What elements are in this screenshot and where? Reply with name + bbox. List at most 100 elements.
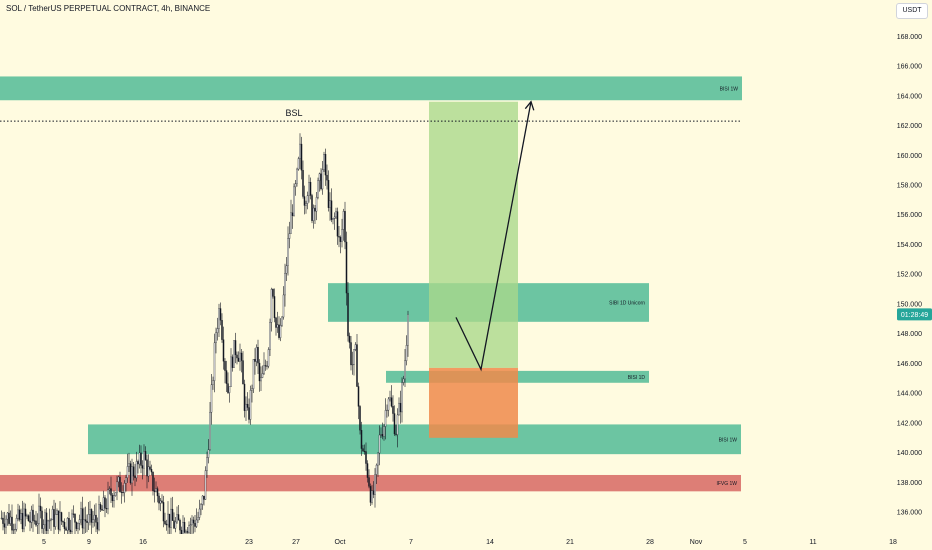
candle-body — [186, 531, 189, 533]
candle-body — [84, 519, 87, 522]
price-axis[interactable]: 136.000 138.000 140.000 142.000 144.000 146.0… — [896, 0, 932, 550]
candle-body — [60, 512, 63, 522]
candle — [273, 288, 276, 323]
candle-body — [32, 509, 34, 521]
candle — [260, 366, 262, 391]
candle — [59, 501, 61, 532]
candle-body — [12, 529, 15, 531]
candle — [165, 519, 168, 531]
candle-body — [377, 452, 379, 466]
candle — [135, 451, 138, 482]
candle-body — [279, 325, 282, 338]
candle-body — [254, 359, 256, 362]
candle-body — [59, 512, 61, 530]
candle — [278, 316, 280, 340]
candle — [144, 446, 147, 461]
candle-body — [212, 380, 214, 385]
stop-zone[interactable] — [429, 367, 518, 438]
candle — [24, 503, 27, 527]
candle — [387, 396, 390, 417]
candle-body — [174, 521, 177, 529]
candle — [353, 349, 355, 376]
x-tick-label: 9 — [87, 539, 91, 546]
candle-body — [324, 154, 327, 176]
candle-body — [290, 212, 292, 234]
candle — [39, 497, 42, 519]
target-zone[interactable] — [429, 101, 518, 368]
candle-body — [125, 477, 127, 484]
candle — [276, 311, 279, 333]
candle — [53, 499, 55, 537]
candle-body — [18, 509, 21, 520]
candle-body — [183, 521, 186, 533]
candle-body — [102, 497, 105, 511]
candle — [110, 476, 112, 503]
candle-body — [360, 430, 363, 449]
zone-1[interactable] — [0, 76, 742, 101]
x-tick-label: Nov — [690, 539, 703, 546]
zone-4[interactable] — [88, 424, 741, 455]
candle-body — [231, 356, 234, 368]
candle — [107, 481, 109, 515]
candle — [101, 505, 103, 511]
current-price-marker[interactable] — [897, 308, 932, 321]
candle — [111, 493, 114, 508]
candle-body — [255, 347, 258, 362]
candle-body — [398, 402, 400, 416]
candle — [366, 460, 369, 483]
candle — [254, 348, 256, 375]
candle-body — [111, 495, 114, 502]
candle-body — [53, 509, 55, 527]
candle-body — [74, 513, 76, 523]
candle-body — [14, 529, 16, 530]
zone-5[interactable] — [0, 474, 741, 492]
y-tick-label: 144.000 — [897, 391, 922, 398]
candle — [149, 460, 151, 471]
candle — [159, 497, 162, 512]
x-tick-label: 28 — [646, 539, 654, 546]
projection-path[interactable] — [455, 101, 532, 372]
candle — [404, 348, 406, 388]
candle — [242, 351, 244, 385]
candle — [320, 168, 322, 191]
candle-body — [17, 509, 19, 519]
candle — [173, 512, 175, 530]
candle — [29, 511, 31, 532]
candle-body — [332, 218, 334, 220]
candle — [302, 160, 304, 199]
candle-body — [213, 342, 216, 381]
candle — [374, 468, 376, 508]
candle — [32, 504, 34, 532]
candle-body — [204, 470, 207, 500]
candle — [56, 508, 58, 515]
candle-body — [405, 345, 408, 361]
candle-body — [300, 143, 303, 171]
candle — [0, 510, 3, 520]
candle — [9, 510, 12, 527]
candle — [35, 510, 37, 527]
candle-body — [119, 476, 121, 493]
candle-body — [312, 207, 315, 221]
candle — [50, 518, 52, 531]
candle-body — [179, 520, 181, 531]
candle-body — [288, 233, 291, 239]
candle-body — [345, 241, 348, 294]
candle — [281, 316, 283, 327]
time-axis[interactable]: 5 9 16 23 27 Oct 7 14 21 28 Nov 5 11 18 — [0, 534, 932, 550]
candle-body — [234, 340, 237, 356]
currency-badge[interactable]: USDT — [896, 3, 928, 19]
candle — [357, 382, 360, 420]
candle-body — [128, 463, 130, 467]
candle — [341, 218, 343, 248]
candle — [228, 386, 231, 403]
long-position-tool[interactable] — [429, 101, 518, 438]
candle-body — [21, 513, 24, 530]
candle-body — [260, 377, 262, 382]
candle — [392, 395, 394, 422]
candle — [393, 405, 396, 436]
candle — [152, 471, 154, 496]
candle — [62, 520, 64, 528]
candle — [303, 185, 306, 215]
